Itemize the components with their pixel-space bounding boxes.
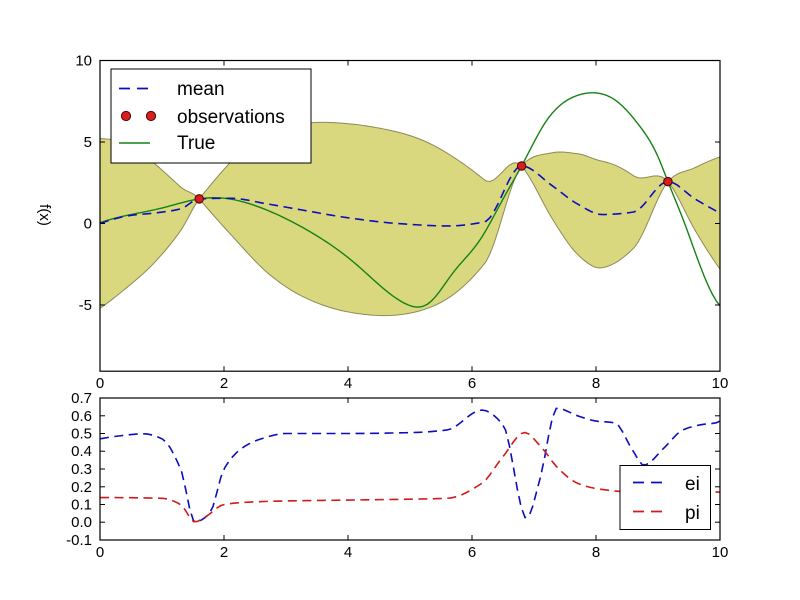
svg-text:0.7: 0.7: [71, 390, 92, 407]
svg-text:0.5: 0.5: [71, 426, 92, 443]
svg-text:mean: mean: [177, 79, 225, 100]
svg-text:6: 6: [468, 375, 476, 392]
svg-text:4: 4: [344, 544, 352, 561]
svg-text:0.0: 0.0: [71, 514, 92, 531]
svg-text:0.2: 0.2: [71, 479, 92, 496]
svg-text:8: 8: [592, 375, 600, 392]
svg-text:4: 4: [344, 375, 352, 392]
svg-text:10: 10: [712, 375, 729, 392]
svg-text:f(x): f(x): [36, 204, 53, 226]
svg-text:6: 6: [468, 544, 476, 561]
svg-text:observations: observations: [177, 107, 285, 128]
svg-text:-5: -5: [79, 297, 92, 314]
svg-text:ei: ei: [685, 474, 700, 495]
svg-text:2: 2: [220, 544, 228, 561]
svg-text:pi: pi: [685, 503, 700, 524]
svg-text:0: 0: [96, 544, 104, 561]
svg-text:10: 10: [712, 544, 729, 561]
svg-text:0: 0: [84, 216, 92, 233]
svg-text:-0.1: -0.1: [66, 532, 92, 549]
svg-text:2: 2: [220, 375, 228, 392]
svg-text:5: 5: [84, 134, 92, 151]
svg-text:8: 8: [592, 544, 600, 561]
svg-text:10: 10: [75, 53, 92, 70]
svg-text:0.4: 0.4: [71, 443, 92, 460]
svg-text:0: 0: [96, 375, 104, 392]
svg-text:0.1: 0.1: [71, 497, 92, 514]
svg-text:True: True: [177, 133, 215, 154]
svg-text:0.6: 0.6: [71, 408, 92, 425]
svg-text:0.3: 0.3: [71, 461, 92, 478]
